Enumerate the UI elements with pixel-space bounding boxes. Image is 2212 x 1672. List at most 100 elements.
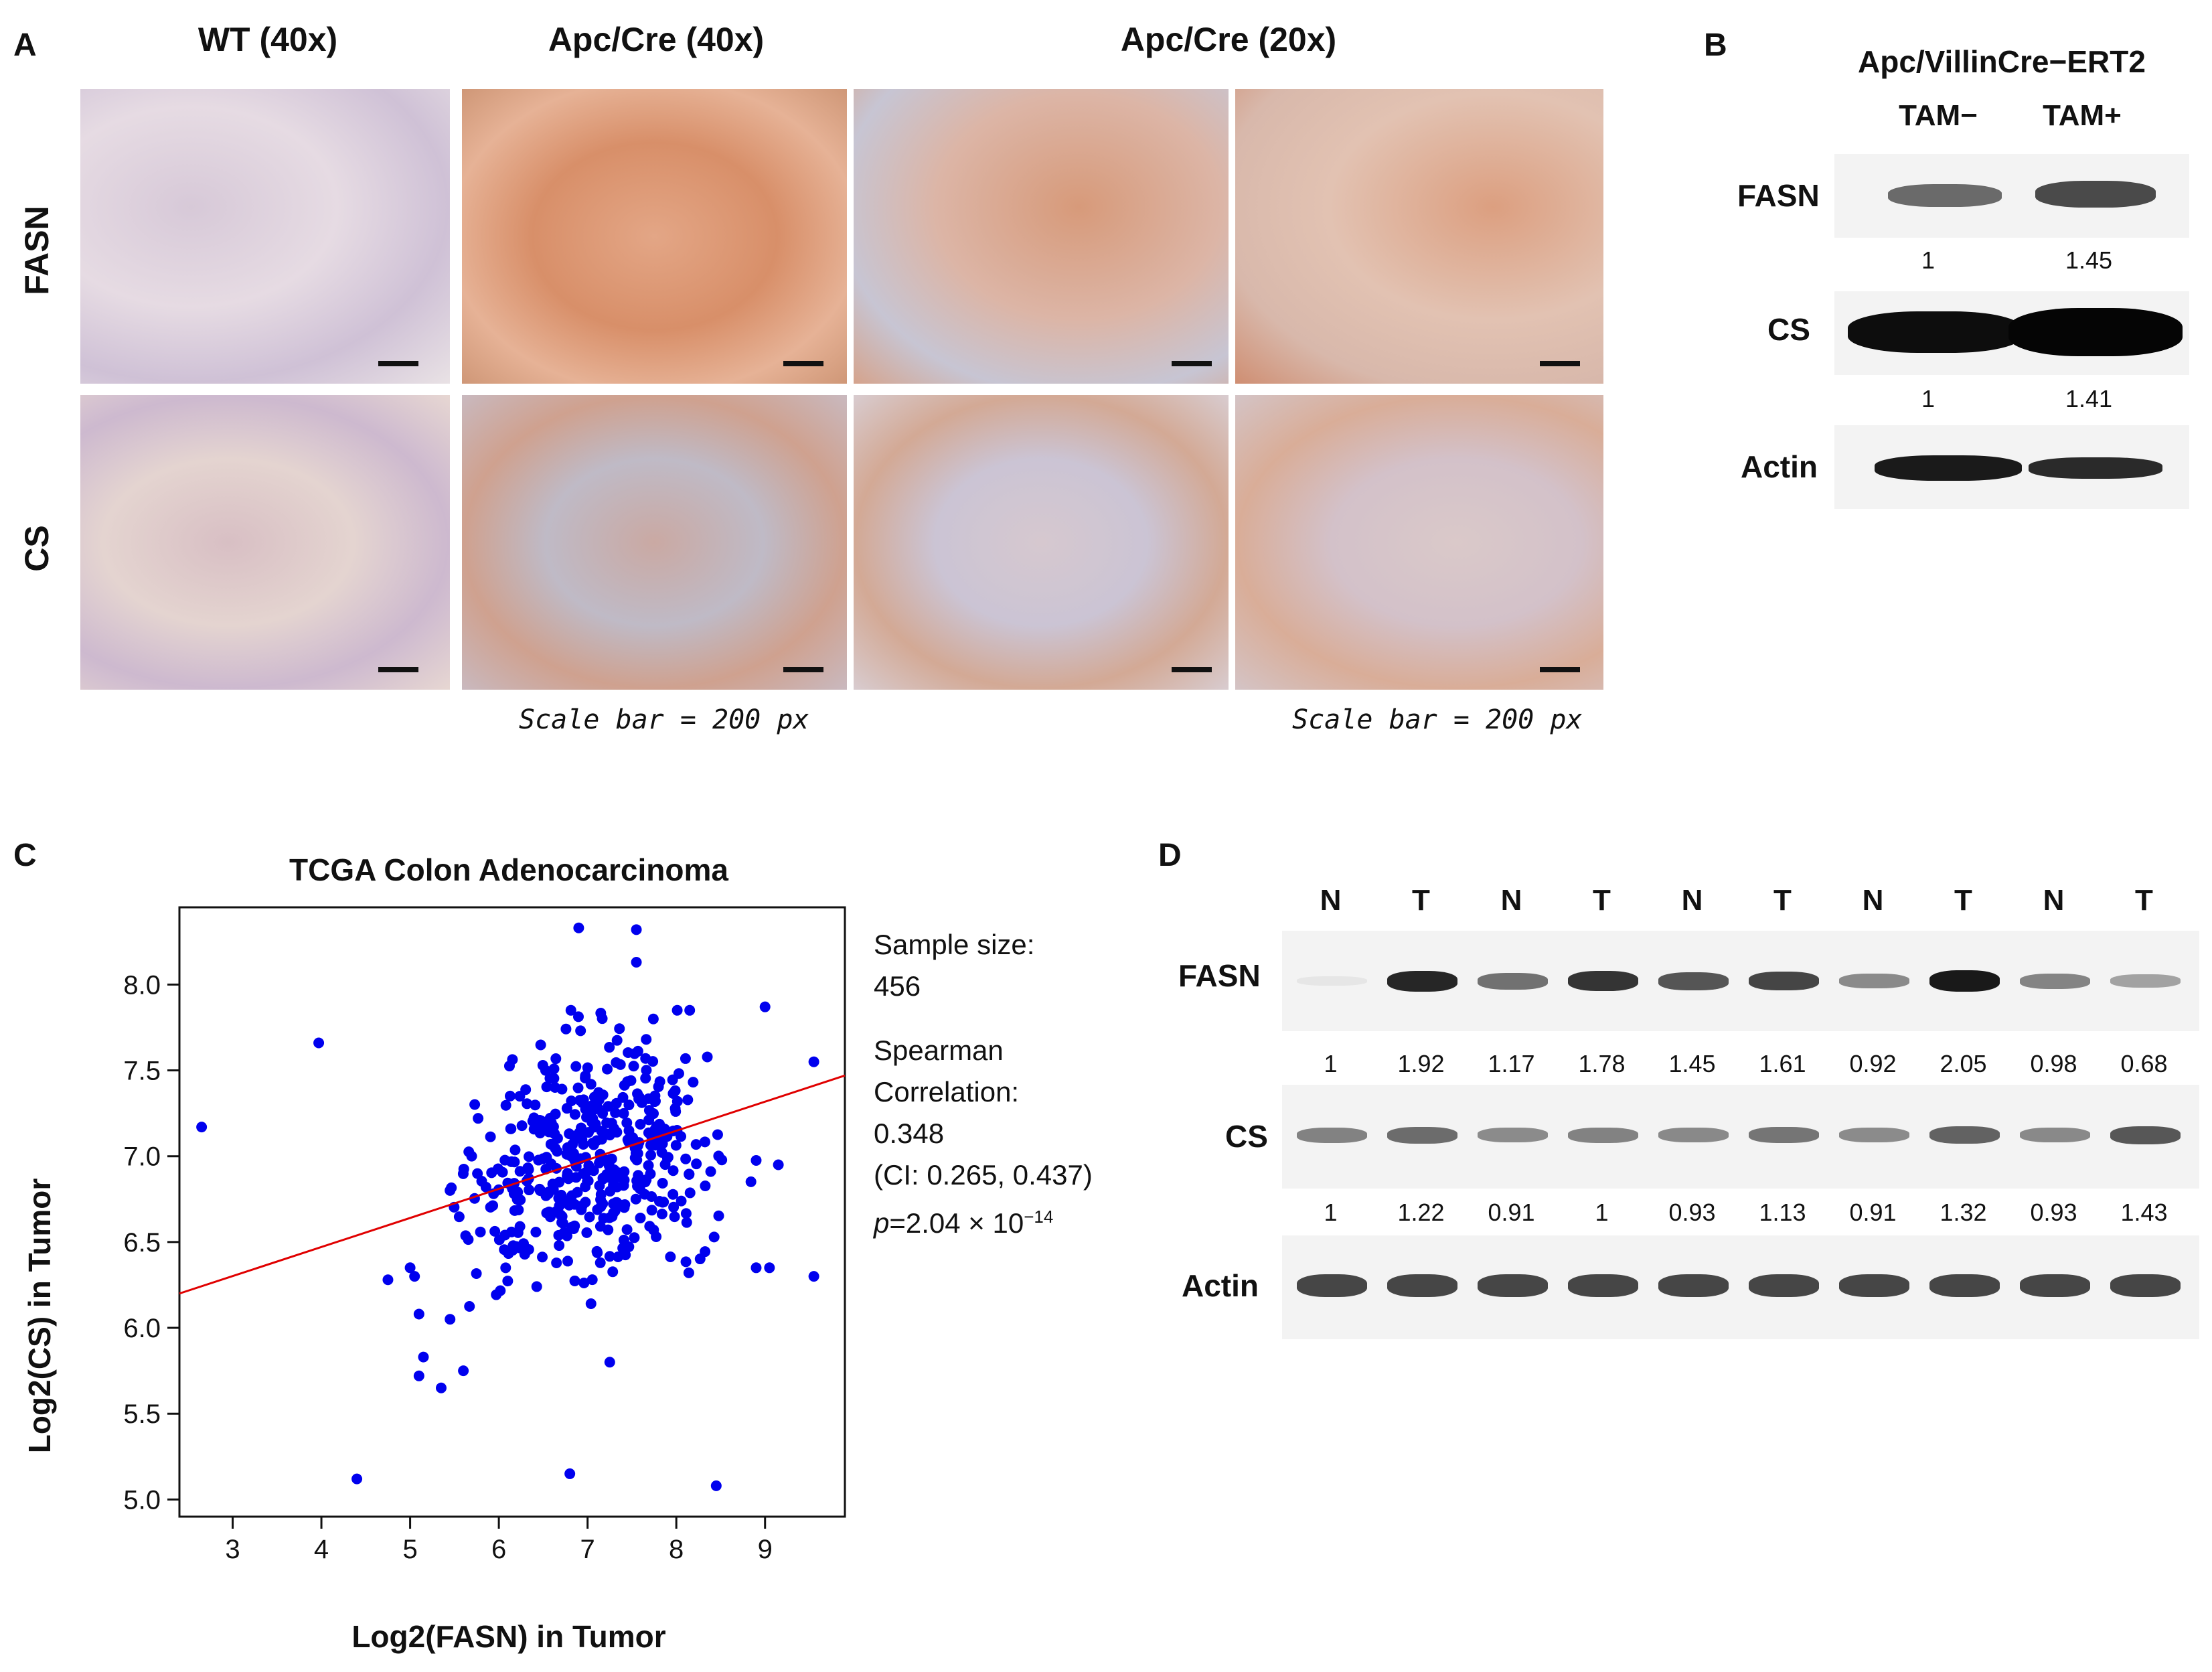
data-point [541, 1207, 552, 1219]
data-point [611, 1097, 622, 1109]
data-point [630, 1193, 641, 1205]
spearman-label: Spearman [874, 1035, 1004, 1066]
data-point [500, 1262, 511, 1274]
band [1929, 1126, 2000, 1144]
band [1297, 976, 1367, 986]
data-point [618, 1180, 629, 1191]
scale-bar [1172, 361, 1212, 366]
data-point [560, 1023, 572, 1035]
data-point [576, 1134, 588, 1146]
data-point [535, 1039, 546, 1051]
data-point [595, 1257, 606, 1268]
data-point [485, 1131, 496, 1142]
scale-bar [783, 361, 823, 366]
quant-value: 0.93 [1668, 1199, 1716, 1226]
data-point [503, 1248, 514, 1260]
data-point [759, 1001, 771, 1012]
data-point [313, 1037, 325, 1049]
data-point [604, 1251, 615, 1262]
data-point [588, 1139, 599, 1150]
band [1478, 1128, 1548, 1142]
data-point [573, 922, 584, 933]
data-point [633, 1093, 645, 1105]
data-point [645, 1168, 656, 1180]
data-point [604, 1357, 615, 1368]
data-point [635, 1212, 646, 1223]
sample-size-value: 456 [874, 970, 921, 1002]
panel-d-letter: D [1158, 838, 1182, 873]
quant-value: 0.68 [2120, 1050, 2168, 1077]
data-point [700, 1246, 711, 1258]
data-point [708, 1231, 720, 1243]
data-point [623, 1099, 635, 1111]
band [1848, 311, 2022, 353]
band [2020, 1274, 2090, 1297]
lane-label-tumor: T [1593, 884, 1611, 917]
data-point [610, 1197, 621, 1208]
data-point [566, 1150, 577, 1162]
scale-bar [783, 667, 823, 672]
data-point [530, 1227, 542, 1238]
data-point [610, 1107, 621, 1118]
data-point [640, 1053, 651, 1064]
data-point [557, 1217, 568, 1229]
data-point [631, 1175, 643, 1187]
blot-cs [1834, 291, 2189, 375]
x-tick-label: 3 [225, 1535, 240, 1564]
data-point [418, 1351, 429, 1363]
quant-value: 1 [1921, 385, 1936, 412]
data-point [618, 1234, 629, 1245]
band [1875, 455, 2022, 481]
data-point [475, 1226, 486, 1237]
data-point [602, 1063, 613, 1075]
data-point [509, 1144, 521, 1156]
data-point [631, 957, 642, 968]
band [2110, 1126, 2181, 1144]
data-point [472, 1168, 483, 1179]
data-point [593, 1087, 605, 1098]
lane-label-tumor: T [2135, 884, 2153, 917]
data-point [643, 1160, 654, 1171]
ihc-image-apc-fasn-40x [462, 89, 847, 384]
column-title-wt-40x: WT (40x) [198, 21, 338, 58]
quant-value: 1 [1324, 1050, 1338, 1077]
blot-label-fasn: FASN [1178, 958, 1261, 993]
data-point [684, 1187, 696, 1199]
p-exponent: −14 [1024, 1207, 1054, 1227]
data-point [641, 1034, 652, 1045]
panel-a-letter: A [13, 27, 37, 63]
data-point [564, 1199, 575, 1211]
data-point [561, 1230, 572, 1241]
ihc-image-apc-cs-40x [462, 395, 847, 690]
data-point [548, 1073, 560, 1084]
data-point [575, 1025, 586, 1037]
data-point [629, 1152, 641, 1164]
ihc-image-apc-fasn-20x-b [1235, 89, 1603, 384]
data-point [453, 1211, 465, 1223]
scale-bar [378, 667, 418, 672]
confidence-interval: (CI: 0.265, 0.437) [874, 1159, 1093, 1191]
quant-value: 1.22 [1397, 1199, 1445, 1226]
data-point [604, 1042, 615, 1053]
data-point [619, 1166, 630, 1177]
data-point [600, 1128, 611, 1140]
row-label-cs: CS [18, 525, 56, 572]
column-title-apc-cre-40x: Apc/Cre (40x) [548, 21, 765, 58]
band [1749, 972, 1819, 990]
sample-size-label: Sample size: [874, 929, 1035, 960]
quant-value: 1.41 [2065, 385, 2113, 412]
data-point [672, 1004, 683, 1016]
data-point [565, 1004, 576, 1016]
band [1929, 970, 2000, 992]
data-point [530, 1099, 541, 1111]
data-point [582, 1062, 593, 1073]
data-point [654, 1118, 665, 1130]
cs-quant-row: 1 1.22 0.91 1 0.93 1.13 0.91 1.32 0.93 1.43 [1285, 1199, 2189, 1232]
data-point [556, 1189, 567, 1201]
quant-value: 1.61 [1759, 1050, 1806, 1077]
blot-fasn [1282, 931, 2199, 1031]
data-point [497, 1166, 508, 1178]
blot-actin [1282, 1235, 2199, 1339]
data-point [435, 1382, 447, 1393]
data-point [463, 1146, 475, 1158]
